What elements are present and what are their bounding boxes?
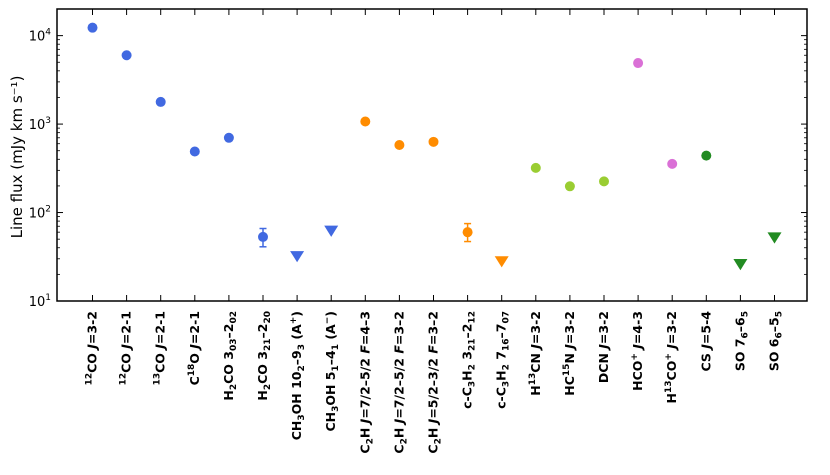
y-tick-label: 104 [29, 28, 52, 45]
data-point [667, 158, 678, 169]
data-point [633, 58, 644, 69]
x-category-label: H13CN J=3-2 [528, 311, 543, 396]
data-point [462, 227, 473, 238]
data-point [87, 22, 98, 33]
x-category-label: SO 66–55 [767, 311, 785, 371]
y-tick-label: 101 [29, 293, 51, 310]
x-category-label: H2CO 303–202 [221, 311, 239, 401]
data-point [121, 50, 132, 61]
x-category-label: CH3OH 51–41 (A−) [323, 311, 341, 432]
x-category-label: HCO+ J=4-3 [630, 311, 645, 391]
y-axis-title: Line flux (mJy km s⁻¹) [8, 76, 26, 239]
axis-ticks: 101 102 103 104 [29, 8, 807, 310]
x-category-label: C2H J=7/2–5/2 F=3–2 [391, 311, 409, 454]
data-points [87, 22, 782, 271]
x-category-label: 13CO J=2-1 [153, 311, 168, 385]
data-point [394, 140, 405, 151]
upper-limit-marker [733, 259, 748, 271]
x-category-label: C2H J=5/2–3/2 F=3–2 [426, 311, 444, 454]
x-category-label: 12CO J=3-2 [85, 311, 100, 385]
y-axis-title-group: Line flux (mJy km s⁻¹) [8, 76, 26, 239]
data-point [701, 150, 712, 161]
x-category-label: CS J=5-4 [698, 311, 713, 372]
error-bars [259, 222, 472, 248]
x-category-label: SO 76–65 [732, 311, 750, 371]
data-point [530, 162, 541, 173]
x-category-label: c-C3H2 321–212 [460, 311, 478, 409]
x-category-label: H2CO 321–220 [255, 311, 273, 401]
category-labels: 12CO J=3-2 12CO J=2-1 13CO J=2-1 C18O J=2-1… [85, 311, 785, 454]
data-point [223, 132, 234, 143]
upper-limit-marker [767, 232, 782, 244]
x-category-label: C18O J=2-1 [187, 311, 202, 385]
x-category-label: 12CO J=2-1 [119, 311, 134, 385]
data-point [155, 96, 166, 107]
data-point [564, 181, 575, 192]
data-point [599, 176, 609, 187]
x-category-label: HC15N J=3-2 [562, 311, 577, 396]
upper-limit-marker [494, 256, 509, 268]
x-category-label: DCN J=3-2 [596, 311, 611, 383]
plot-frame [56, 8, 808, 302]
x-category-label: H13CO+ J=3-2 [664, 311, 679, 403]
x-category-label: c-C3H2 716–707 [494, 311, 512, 409]
data-point [360, 116, 371, 127]
x-category-label: C2H J=7/2–5/2 F=4–3 [357, 311, 375, 454]
data-point [189, 146, 200, 157]
upper-limit-marker [290, 251, 305, 263]
x-category-label: CH3OH 102–93 (A+) [289, 311, 307, 440]
y-tick-label: 102 [29, 205, 51, 222]
data-point [258, 231, 268, 242]
data-point [428, 136, 439, 147]
upper-limit-marker [324, 225, 339, 237]
y-tick-label: 103 [29, 116, 51, 133]
